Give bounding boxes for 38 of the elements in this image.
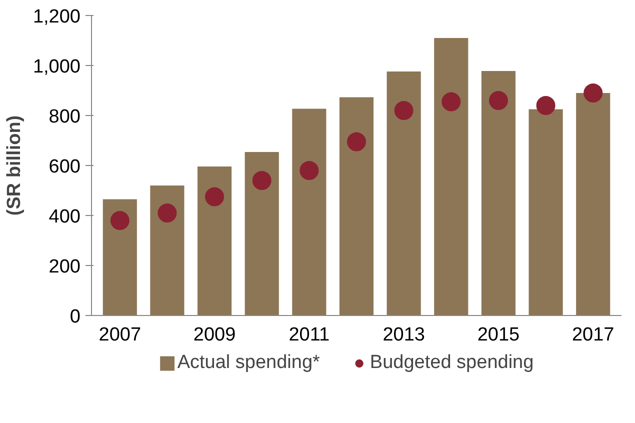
bar [434, 38, 468, 316]
x-tick-label: 2007 [98, 324, 142, 346]
bar [528, 109, 563, 316]
point [205, 187, 224, 206]
bar [244, 152, 279, 316]
x-tick-label: 2013 [382, 324, 425, 346]
y-tick-label: 200 [48, 256, 80, 278]
x-tick-label: 2011 [288, 324, 330, 346]
bar [150, 186, 184, 316]
bar [339, 97, 374, 316]
point [584, 84, 603, 102]
y-tick-label: 1,200 [32, 6, 80, 28]
point [394, 101, 414, 120]
bar [481, 71, 516, 316]
legend-label: Actual spending* [177, 352, 320, 374]
y-tick-label: 600 [48, 156, 80, 178]
bar [198, 166, 232, 316]
bar [576, 93, 610, 316]
bar [386, 72, 421, 316]
bar [102, 199, 137, 316]
point [110, 211, 130, 230]
y-tick-label: 400 [48, 206, 80, 228]
point [252, 171, 272, 190]
y-axis-title: (SR billion) [4, 115, 25, 216]
point [347, 132, 366, 152]
point [442, 92, 461, 112]
x-tick-label: 2017 [572, 324, 614, 346]
point [158, 204, 177, 222]
y-tick-label: 800 [48, 106, 80, 128]
point [300, 161, 319, 180]
point [536, 96, 556, 115]
y-tick-label: 0 [70, 306, 81, 328]
point [488, 91, 508, 110]
x-tick-label: 2015 [477, 324, 520, 346]
y-tick-label: 1,000 [32, 56, 80, 78]
bar [292, 108, 326, 316]
legend-label: Budgeted spending [370, 352, 534, 374]
x-tick-label: 2009 [193, 324, 236, 346]
